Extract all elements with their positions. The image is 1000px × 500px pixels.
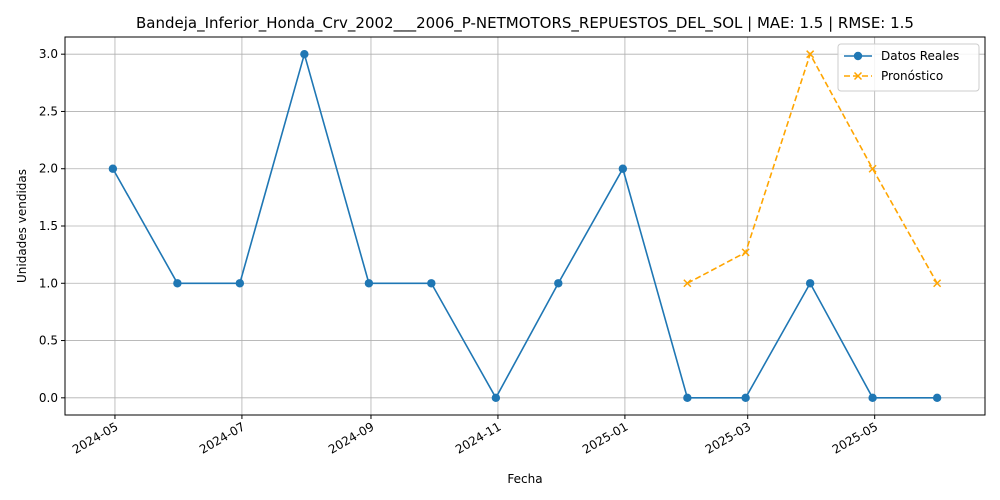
data-point [868, 164, 877, 173]
legend: Datos Reales Pronóstico [837, 43, 980, 92]
data-point [933, 279, 942, 288]
data-point [364, 279, 374, 288]
data-point [805, 279, 815, 288]
data-point [741, 248, 750, 257]
x-tick-label: 2025-01 [580, 419, 630, 456]
data-point [427, 279, 436, 288]
grid [65, 37, 985, 415]
data-point [932, 393, 942, 403]
y-axis-title: Unidades vendidas [15, 169, 29, 283]
x-tick-label: 2025-05 [830, 419, 880, 456]
legend-box [837, 43, 980, 92]
x-tick-label: 2024-07 [197, 419, 247, 456]
data-point [173, 279, 182, 288]
data-point [554, 279, 563, 288]
data-point [683, 279, 692, 288]
y-tick-label: 2.5 [39, 104, 58, 118]
data-point [618, 164, 628, 173]
y-tick-label: 0.5 [39, 334, 58, 348]
data-point [683, 393, 692, 403]
y-tick-label: 3.0 [39, 47, 58, 61]
x-tick-label: 2024-09 [326, 419, 376, 456]
data-point [300, 49, 309, 59]
series-forecast [683, 50, 942, 288]
y-tick-label: 0.0 [39, 391, 58, 405]
series-line [112, 51, 938, 400]
data-point [235, 279, 245, 288]
series-actual [108, 49, 942, 403]
legend-label: Datos Reales [881, 49, 959, 63]
legend-item: Datos Reales [844, 49, 959, 63]
legend-item: Pronóstico [844, 69, 943, 83]
data-point [741, 393, 750, 403]
x-axis-title: Fecha [507, 472, 542, 486]
x-tick-label: 2024-05 [70, 419, 120, 456]
x-tick-label: 2024-11 [453, 419, 503, 456]
data-point [868, 393, 877, 403]
data-point [491, 393, 501, 403]
y-tick-label: 1.5 [39, 219, 58, 233]
y-tick-label: 1.0 [39, 276, 58, 290]
chart-title: Bandeja_Inferior_Honda_Crv_2002___2006_P… [136, 14, 914, 33]
y-tick-label: 2.0 [39, 162, 58, 176]
plot-series [108, 49, 942, 403]
x-tick-label: 2025-03 [703, 419, 753, 456]
axis-ticks: 0.0 0.5 1.0 1.5 2.0 2.5 3.0 2024-05 2024-07 2024-… [39, 47, 880, 456]
data-point [108, 164, 118, 173]
data-point [806, 50, 815, 59]
legend-label: Pronóstico [881, 69, 943, 83]
